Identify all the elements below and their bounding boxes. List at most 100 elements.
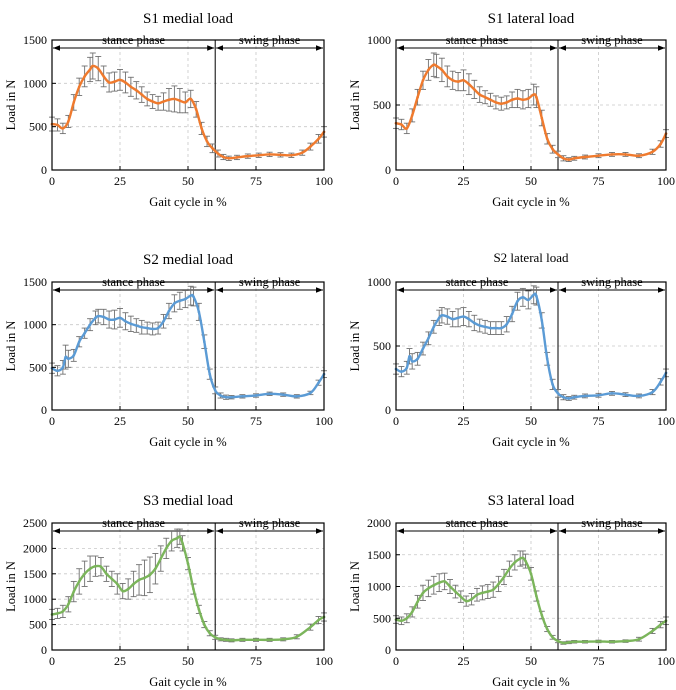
data-point [510,312,514,316]
y-tick-label: 1000 [367,33,391,47]
data-point [88,68,92,71]
data-point [178,535,182,539]
x-tick-label: 25 [458,414,470,428]
y-tick-label: 0 [385,403,391,417]
y-tick-label: 500 [29,120,47,134]
data-point [121,589,125,593]
x-tick-label: 0 [393,174,399,188]
chart-title: S1 medial load [143,11,233,27]
data-point [659,142,662,146]
data-point [494,326,498,330]
data-point [113,318,116,321]
data-point [230,639,233,642]
x-tick-label: 50 [182,414,194,428]
data-point [540,116,544,120]
data-point [94,316,97,320]
data-point [208,631,212,635]
data-point [470,597,473,601]
x-tick-label: 0 [393,654,399,668]
data-point [113,80,116,83]
data-point [67,602,70,606]
data-point [405,127,409,130]
x-tick-label: 75 [593,174,605,188]
data-point [115,582,119,586]
data-point [597,393,600,397]
data-point [213,389,217,392]
x-tick-label: 25 [114,654,126,668]
y-tick-label: 500 [29,618,47,632]
chart-title: S2 medial load [143,252,233,268]
data-point [427,68,430,72]
data-point [197,608,201,611]
data-point [178,299,182,303]
data-point [143,576,146,580]
data-point [400,370,403,373]
data-point [562,641,565,645]
data-point [421,79,425,82]
data-point [194,108,198,111]
data-point [527,97,530,100]
data-point [637,637,641,641]
data-point [309,145,312,148]
data-point [521,98,525,102]
data-point [437,316,441,320]
x-tick-label: 50 [182,654,194,668]
data-point [405,616,409,620]
data-point [254,394,258,397]
data-point [140,325,144,329]
y-tick-label: 500 [373,611,391,625]
data-point [583,155,587,159]
data-point [156,326,160,330]
y-axis-label: Load in N [348,561,362,612]
data-point [67,357,70,361]
data-point [456,80,460,83]
data-point [170,539,173,543]
data-point [597,154,600,157]
data-point [107,318,111,321]
x-axis-label: Gait cycle in % [149,195,226,209]
y-axis-label: Load in N [4,321,18,372]
data-point [518,557,522,560]
data-point [145,97,149,101]
data-point [435,64,438,68]
y-tick-label: 0 [41,643,47,657]
x-tick-label: 75 [250,414,262,428]
x-tick-label: 0 [49,414,55,428]
data-point [189,294,193,297]
data-point [551,383,554,386]
data-point [192,295,195,298]
data-point [132,582,135,586]
data-point [167,98,171,102]
data-point [410,360,414,363]
data-point [281,638,285,641]
data-point [583,640,587,644]
data-point [446,75,449,78]
data-point [651,390,654,394]
x-tick-label: 75 [593,654,605,668]
data-point [529,572,533,576]
data-point [521,556,525,560]
data-point [464,599,468,603]
data-point [473,88,476,91]
data-point [61,610,65,613]
data-point [410,610,414,614]
data-point [91,64,95,68]
data-point [102,315,105,319]
y-tick-label: 0 [41,403,47,417]
data-point [309,391,312,395]
x-tick-label: 25 [114,414,126,428]
y-tick-label: 1000 [367,275,391,289]
data-point [183,297,187,301]
x-tick-label: 100 [315,414,333,428]
data-point [164,547,168,550]
data-point [610,153,614,156]
data-point [556,639,560,643]
series-line [394,556,668,645]
data-point [186,562,190,565]
data-point [651,629,654,633]
x-tick-label: 50 [525,174,537,188]
data-point [572,157,576,160]
x-tick-label: 100 [315,174,333,188]
data-point [268,392,271,396]
